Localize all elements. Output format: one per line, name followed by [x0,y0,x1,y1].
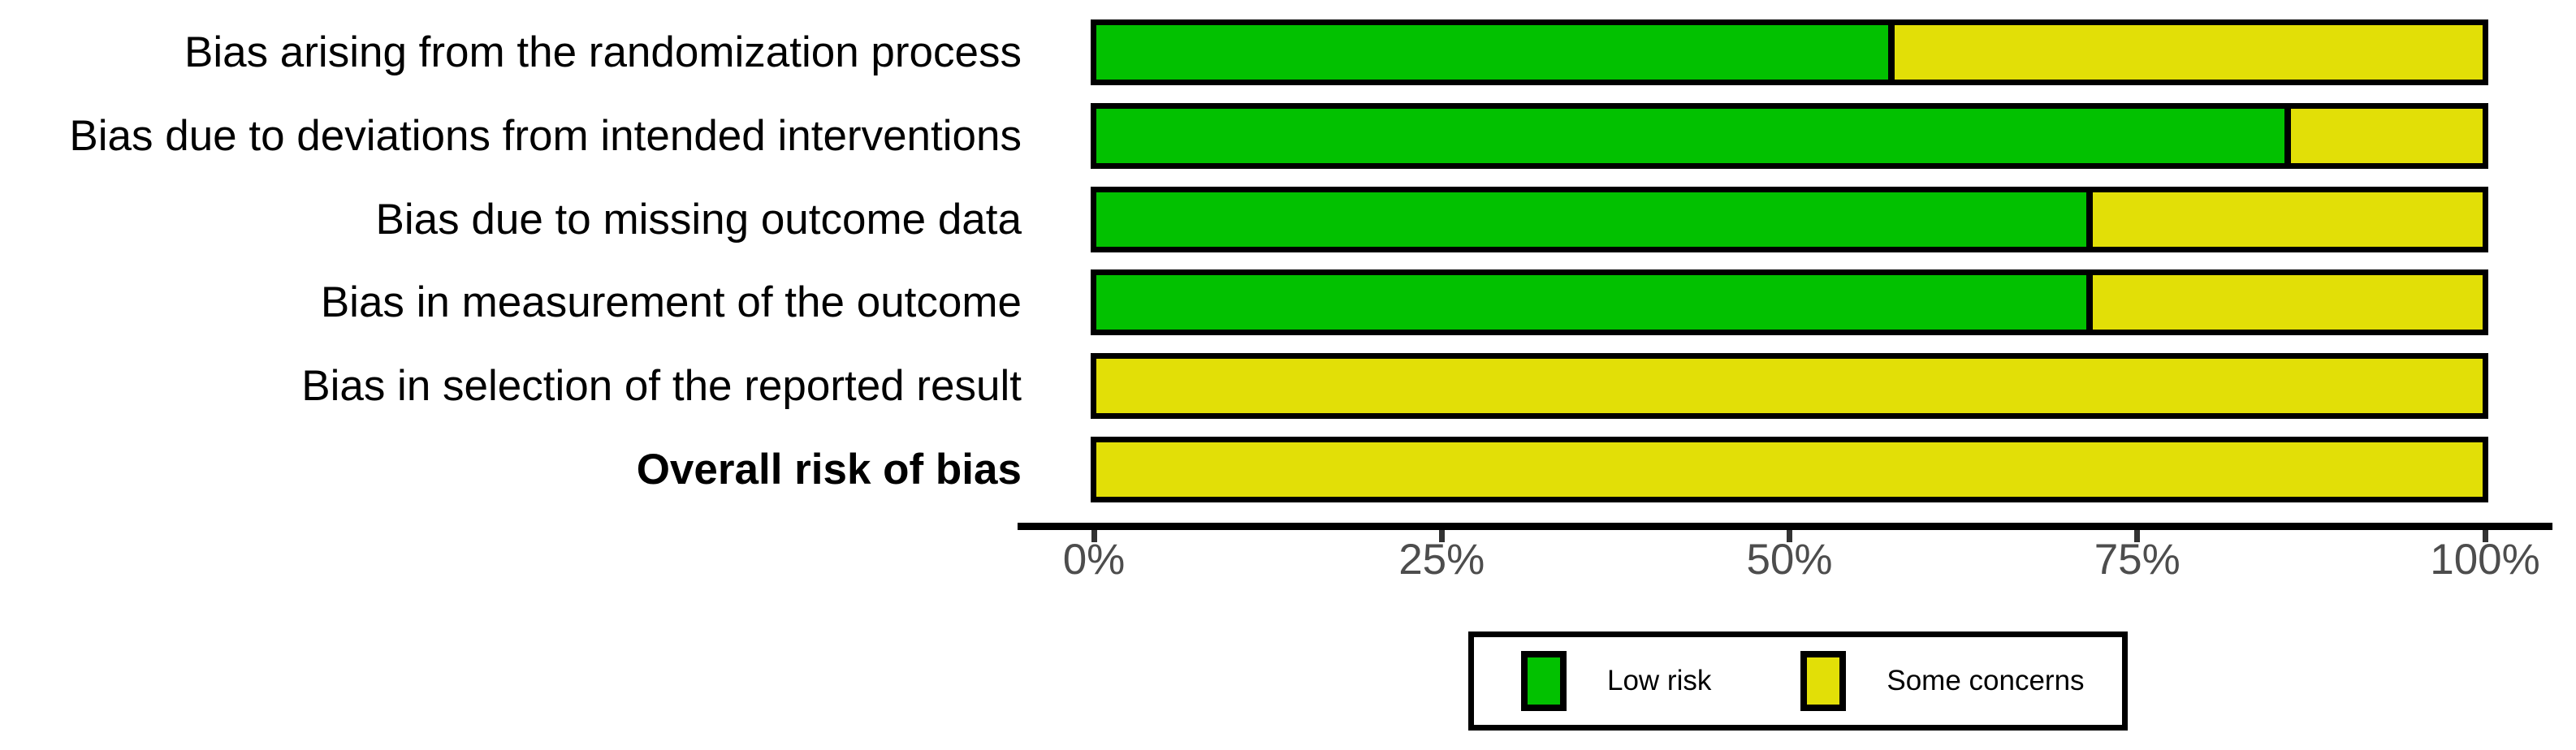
axis-tick-label: 25% [1398,536,1485,584]
segment-some-concerns [2085,192,2483,247]
stacked-bar [1091,103,2488,169]
category-label: Bias due to missing outcome data [375,196,1022,244]
legend-item: Low risk [1521,651,1711,711]
segment-some-concerns [1887,25,2483,80]
x-axis-line [1018,523,2552,530]
axis-tick-label: 100% [2430,536,2540,584]
legend: Low risk Some concerns [1468,631,2128,731]
stacked-bar [1091,19,2488,85]
stacked-bar [1091,353,2488,419]
segment-some-concerns [1096,442,2483,497]
category-label: Bias in selection of the reported result [301,362,1022,410]
segment-some-concerns [1096,359,2483,413]
legend-label: Low risk [1607,665,1712,696]
segment-low-risk [1096,275,2086,330]
legend-label: Some concerns [1887,665,2085,696]
axis-tick-mark [1787,530,1792,542]
axis-tick-mark [1438,530,1445,542]
segment-some-concerns [2085,275,2483,330]
category-label: Bias in measurement of the outcome [320,278,1022,326]
stacked-bar [1091,437,2488,502]
segment-low-risk [1096,25,1888,80]
legend-swatch-some-concerns [1800,651,1847,711]
axis-tick-mark [2134,530,2141,542]
axis-tick-label: 75% [2094,536,2181,584]
stacked-bar [1091,187,2488,252]
category-label: Bias arising from the randomization proc… [184,28,1022,76]
axis-tick-label: 50% [1746,536,1833,584]
category-label: Overall risk of bias [636,446,1022,494]
segment-low-risk [1096,192,2086,247]
category-label: Bias due to deviations from intended int… [69,112,1022,160]
axis-tick-label: 0% [1062,536,1126,584]
legend-swatch-low-risk [1521,651,1567,711]
stacked-bar [1091,269,2488,335]
segment-low-risk [1096,109,2284,163]
segment-some-concerns [2284,109,2483,163]
axis-tick-mark [2482,530,2488,542]
legend-item: Some concerns [1800,651,2085,711]
axis-tick-mark [1091,530,1097,542]
